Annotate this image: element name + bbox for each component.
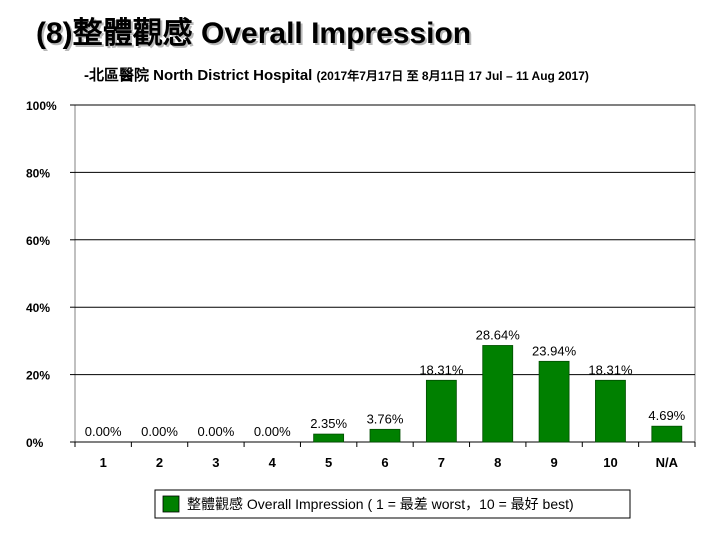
bar-layer [313, 345, 683, 443]
data-label: 0.00% [85, 424, 122, 439]
x-tick-label: N/A [656, 455, 679, 470]
legend-box [154, 489, 631, 519]
bar [369, 428, 401, 443]
x-tick-label: 7 [438, 455, 445, 470]
x-tick-label: 3 [212, 455, 219, 470]
x-tick-label: 10 [603, 455, 617, 470]
subtitle-hospital: -北區醫院 North District Hospital [84, 67, 313, 84]
data-label: 0.00% [197, 424, 234, 439]
bar [651, 425, 683, 443]
y-tick-label: 60% [26, 234, 50, 248]
data-label: 2.35% [310, 416, 347, 431]
x-tick-label: 8 [494, 455, 501, 470]
data-label: 18.31% [419, 362, 464, 377]
page-title: (8)整體觀感 Overall Impression [36, 17, 472, 50]
y-tick-label: 100% [26, 99, 57, 113]
data-label: 0.00% [254, 424, 291, 439]
data-label: 23.94% [532, 343, 577, 358]
data-label: 3.76% [367, 411, 404, 426]
x-tick-label: 6 [381, 455, 388, 470]
data-label: 4.69% [648, 408, 685, 423]
data-label: 0.00% [141, 424, 178, 439]
bar [313, 433, 345, 443]
y-tick-label: 20% [26, 369, 50, 383]
bar [482, 345, 514, 443]
bar [595, 379, 626, 443]
y-tick-label: 40% [26, 301, 50, 315]
subtitle-period: (2017年7月17日 至 8月11日 17 Jul – 11 Aug 2017… [316, 69, 589, 83]
x-tick-label: 5 [325, 455, 332, 470]
legend-label: 整體觀感 Overall Impression ( 1 = 最差 worst，1… [187, 496, 574, 512]
y-tick-label: 80% [26, 166, 50, 180]
x-tick-label: 2 [156, 455, 163, 470]
chart-legend: 整體觀感 Overall Impression ( 1 = 最差 worst，1… [154, 489, 631, 519]
data-label: 28.64% [476, 327, 521, 342]
legend-swatch [162, 495, 180, 513]
data-label: 18.31% [588, 362, 633, 377]
label-layer: 0.00% 1 0.00% 2 0.00% 3 0.00% 4 2.35% 5 3.76% 6 18.3… [85, 327, 686, 470]
bar [538, 360, 570, 443]
chart-subtitle: -北區醫院 North District Hospital (2017年7月17… [84, 64, 589, 85]
grid-layer: 0% 20% 40% 60% 80% 100% [26, 99, 696, 450]
y-tick-label: 0% [26, 436, 44, 450]
x-tick-label: 1 [100, 455, 107, 470]
x-tick-label: 4 [269, 455, 277, 470]
x-tick-label: 9 [550, 455, 557, 470]
bar [425, 379, 457, 443]
